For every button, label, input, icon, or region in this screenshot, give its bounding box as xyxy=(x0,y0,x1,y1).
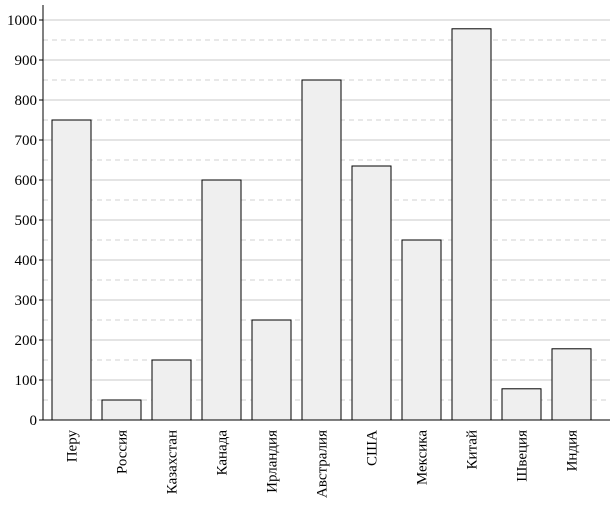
y-tick-label: 1000 xyxy=(7,13,37,29)
y-tick-label: 700 xyxy=(15,133,38,149)
bar xyxy=(501,388,542,421)
x-tick-label: Перу xyxy=(65,430,81,463)
x-tick-label: Россия xyxy=(115,430,131,474)
x-tick-label: Казахстан xyxy=(165,430,181,494)
x-tick-label: Индия xyxy=(565,430,581,472)
x-tick-label: Мексика xyxy=(415,430,431,485)
y-tick-label: 500 xyxy=(15,213,38,229)
bar xyxy=(301,79,342,421)
x-tick-label: Австралия xyxy=(315,430,331,498)
x-tick-label: Швеция xyxy=(515,430,531,482)
y-tick-label: 400 xyxy=(15,253,38,269)
y-tick-label: 900 xyxy=(15,53,38,69)
bar xyxy=(151,359,192,421)
y-tick-label: 300 xyxy=(15,293,38,309)
y-tick-label: 600 xyxy=(15,173,38,189)
bar xyxy=(401,239,442,421)
bar xyxy=(351,165,392,421)
y-tick-label: 0 xyxy=(30,413,38,429)
bar xyxy=(451,28,492,421)
bar xyxy=(51,119,92,421)
bar xyxy=(251,319,292,421)
y-tick-label: 100 xyxy=(15,373,38,389)
y-tick-label: 200 xyxy=(15,333,38,349)
x-tick-label: США xyxy=(365,430,381,466)
x-tick-label: Китай xyxy=(465,430,481,469)
x-tick-label: Ирландия xyxy=(265,430,281,493)
bar xyxy=(201,179,242,421)
x-tick-label: Канада xyxy=(215,430,231,476)
bar xyxy=(551,348,592,421)
y-tick-label: 800 xyxy=(15,93,38,109)
bar xyxy=(101,399,142,421)
